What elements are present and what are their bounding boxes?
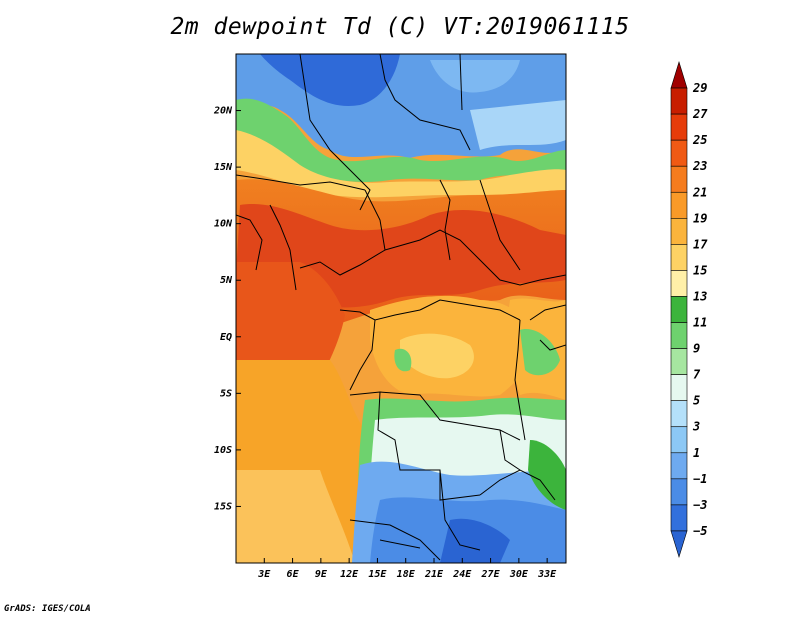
- dewpoint-field: [236, 54, 566, 563]
- colorbar-swatch: [670, 218, 688, 245]
- colorbar-label: 19: [693, 211, 707, 225]
- map-frame: [235, 53, 567, 564]
- colorbar-label: −1: [693, 472, 707, 486]
- colorbar-swatch: [670, 139, 688, 167]
- lat-tick-label: 15S: [214, 501, 232, 512]
- colorbar-swatch: [670, 296, 688, 323]
- colorbar: 29 27 25 23 21 19 17 15 13 11 9 7 5 3 1 −1 −3 −5: [670, 60, 708, 559]
- colorbar-label: 25: [692, 133, 707, 147]
- lon-tick-label: 18E: [397, 569, 416, 580]
- lon-tick-label: 12E: [340, 569, 359, 580]
- plot-title: 2m dewpoint Td (C) VT:2019061115: [170, 14, 630, 40]
- lon-tick-label: 33E: [537, 569, 557, 580]
- lon-tick-label: 3E: [257, 569, 271, 580]
- colorbar-label: −3: [693, 498, 707, 512]
- colorbar-label: 23: [692, 159, 707, 173]
- lon-tick-label: 30E: [509, 569, 529, 580]
- lat-tick-label: EQ: [220, 332, 232, 343]
- colorbar-label: 27: [692, 107, 708, 121]
- credit-label: GrADS: IGES/COLA: [4, 604, 91, 614]
- colorbar-label: 29: [692, 81, 707, 95]
- colorbar-swatch: [670, 322, 688, 349]
- colorbar-label: 5: [693, 394, 700, 408]
- colorbar-swatch: [670, 348, 688, 375]
- colorbar-swatch: [670, 374, 688, 401]
- colorbar-top-arrow: [670, 60, 688, 89]
- colorbar-swatch: [670, 191, 688, 219]
- colorbar-swatch: [670, 504, 688, 532]
- country-borders: [236, 54, 566, 561]
- colorbar-swatch: [670, 165, 688, 193]
- colorbar-swatch: [670, 400, 688, 428]
- lat-tick-label: 10N: [214, 219, 233, 230]
- colorbar-swatch: [670, 113, 688, 141]
- colorbar-label: 11: [693, 316, 707, 330]
- lon-tick-label: 15E: [368, 569, 387, 580]
- colorbar-label: 3: [692, 420, 700, 434]
- lat-tick-label: 10S: [214, 445, 232, 456]
- colorbar-bottom-arrow: [670, 530, 688, 559]
- lon-tick-label: 24E: [452, 569, 472, 580]
- longitude-axis: 3E 6E 9E 12E 15E 18E 21E 24E 27E 30E 33E: [257, 558, 557, 580]
- colorbar-swatch: [670, 244, 688, 271]
- colorbar-swatch: [670, 478, 688, 506]
- colorbar-label: 13: [693, 289, 707, 303]
- lat-tick-label: 5S: [220, 388, 232, 399]
- colorbar-swatch: [670, 87, 688, 115]
- lat-tick-label: 5N: [220, 275, 233, 286]
- colorbar-label: 9: [693, 342, 700, 356]
- lon-tick-label: 6E: [287, 569, 300, 580]
- lon-tick-label: 27E: [481, 569, 501, 580]
- colorbar-swatch: [670, 426, 688, 454]
- latitude-axis: 20N 15N 10N 5N EQ 5S 10S 15S: [213, 106, 241, 512]
- colorbar-swatch: [670, 270, 688, 297]
- colorbar-swatch: [670, 452, 688, 480]
- colorbar-label: 7: [693, 368, 701, 382]
- colorbar-label: −5: [693, 524, 707, 538]
- lon-tick-label: 9E: [315, 569, 328, 580]
- colorbar-label: 1: [693, 446, 700, 460]
- lat-tick-label: 15N: [214, 162, 233, 173]
- colorbar-label: 15: [693, 263, 707, 277]
- lat-tick-label: 20N: [213, 106, 233, 117]
- lon-tick-label: 21E: [424, 569, 444, 580]
- colorbar-label: 17: [693, 237, 708, 251]
- colorbar-label: 21: [692, 185, 707, 199]
